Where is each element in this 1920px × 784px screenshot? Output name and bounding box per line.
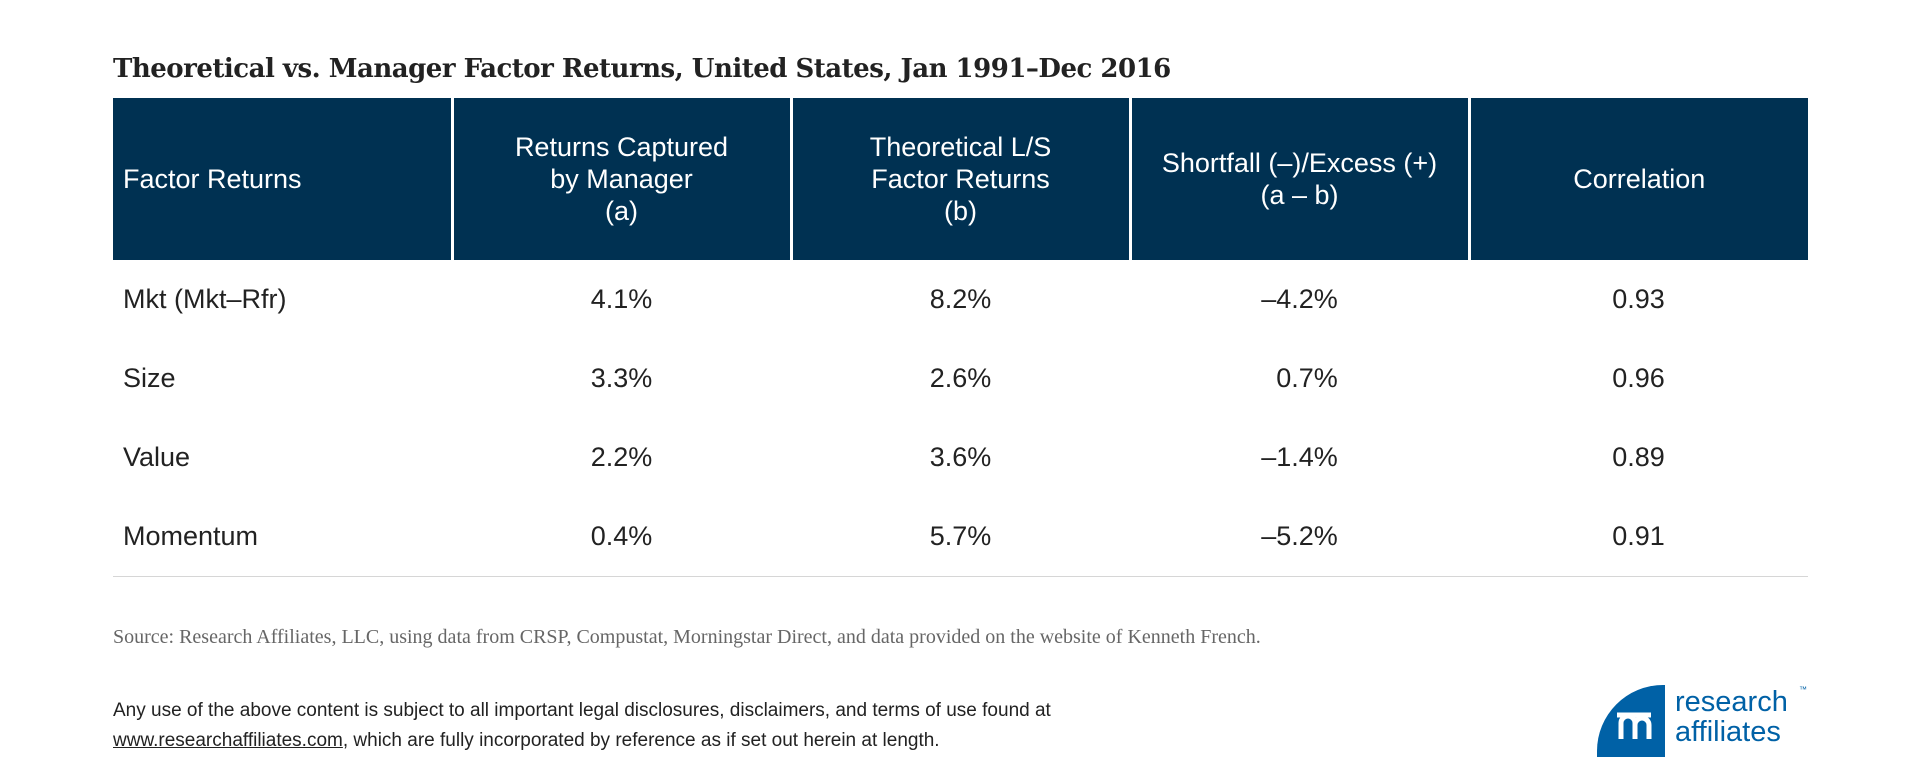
column-header: Returns Captured by Manager (a) <box>450 98 791 260</box>
table-cell: 3.6% <box>929 442 992 472</box>
table-cell: 3.3% <box>590 363 653 393</box>
table-cell: –4.2% <box>1261 284 1338 314</box>
column-header: Factor Returns <box>113 98 452 260</box>
table-cell: 5.7% <box>791 497 1130 577</box>
logo-text: research affiliates <box>1675 687 1788 747</box>
table-cell: 2.6% <box>929 363 992 393</box>
factor-name: Momentum <box>113 497 452 577</box>
table-cell: 0.89 <box>1612 442 1665 472</box>
table-cell: 0.7% <box>1276 363 1338 393</box>
website-link[interactable]: www.researchaffiliates.com <box>113 730 343 751</box>
disclaimer: Any use of the above content is subject … <box>113 696 1051 756</box>
table-title: Theoretical vs. Manager Factor Returns, … <box>113 54 1171 84</box>
table-cell: 0.93 <box>1612 284 1665 314</box>
research-affiliates-logo: research affiliates ™ <box>1597 685 1817 757</box>
logo-line2: affiliates <box>1675 716 1781 748</box>
factor-name: Mkt (Mkt–Rfr) <box>123 284 287 314</box>
table-cell: 0.96 <box>1612 363 1665 393</box>
table-cell: 4.1% <box>590 284 653 314</box>
column-header: Correlation <box>1467 98 1808 260</box>
disclaimer-line1: Any use of the above content is subject … <box>113 700 1051 721</box>
factor-returns-table: Factor Returns Returns Captured by Manage… <box>113 98 1808 577</box>
table-row: Value 2.2% 3.6% –1.4% 0.89 <box>113 418 1808 497</box>
table-row: Size 3.3% 2.6% 0.7% 0.96 <box>113 339 1808 418</box>
table-row: Momentum 0.4% 5.7% –5.2% 0.91 <box>113 497 1808 577</box>
table-cell: –5.2% <box>1130 497 1469 577</box>
trademark: ™ <box>1799 685 1807 694</box>
table-row: Mkt (Mkt–Rfr) 4.1% 8.2% –4.2% 0.93 <box>113 260 1808 339</box>
table-cell: 2.2% <box>590 442 653 472</box>
table-cell: 0.91 <box>1469 497 1808 577</box>
logo-line1: research <box>1675 686 1788 718</box>
source-note: Source: Research Affiliates, LLC, using … <box>113 626 1261 648</box>
logo-mark-icon <box>1597 685 1665 757</box>
column-header: Theoretical L/S Factor Returns (b) <box>789 98 1130 260</box>
header-row: Factor Returns Returns Captured by Manage… <box>113 98 1808 260</box>
disclaimer-line2: , which are fully incorporated by refere… <box>342 730 940 751</box>
table-cell: 8.2% <box>929 284 992 314</box>
table-cell: 0.4% <box>452 497 791 577</box>
factor-name: Value <box>123 442 191 472</box>
factor-name: Size <box>123 363 176 393</box>
table-cell: –1.4% <box>1261 442 1338 472</box>
column-header: Shortfall (–)/Excess (+) (a – b) <box>1128 98 1469 260</box>
